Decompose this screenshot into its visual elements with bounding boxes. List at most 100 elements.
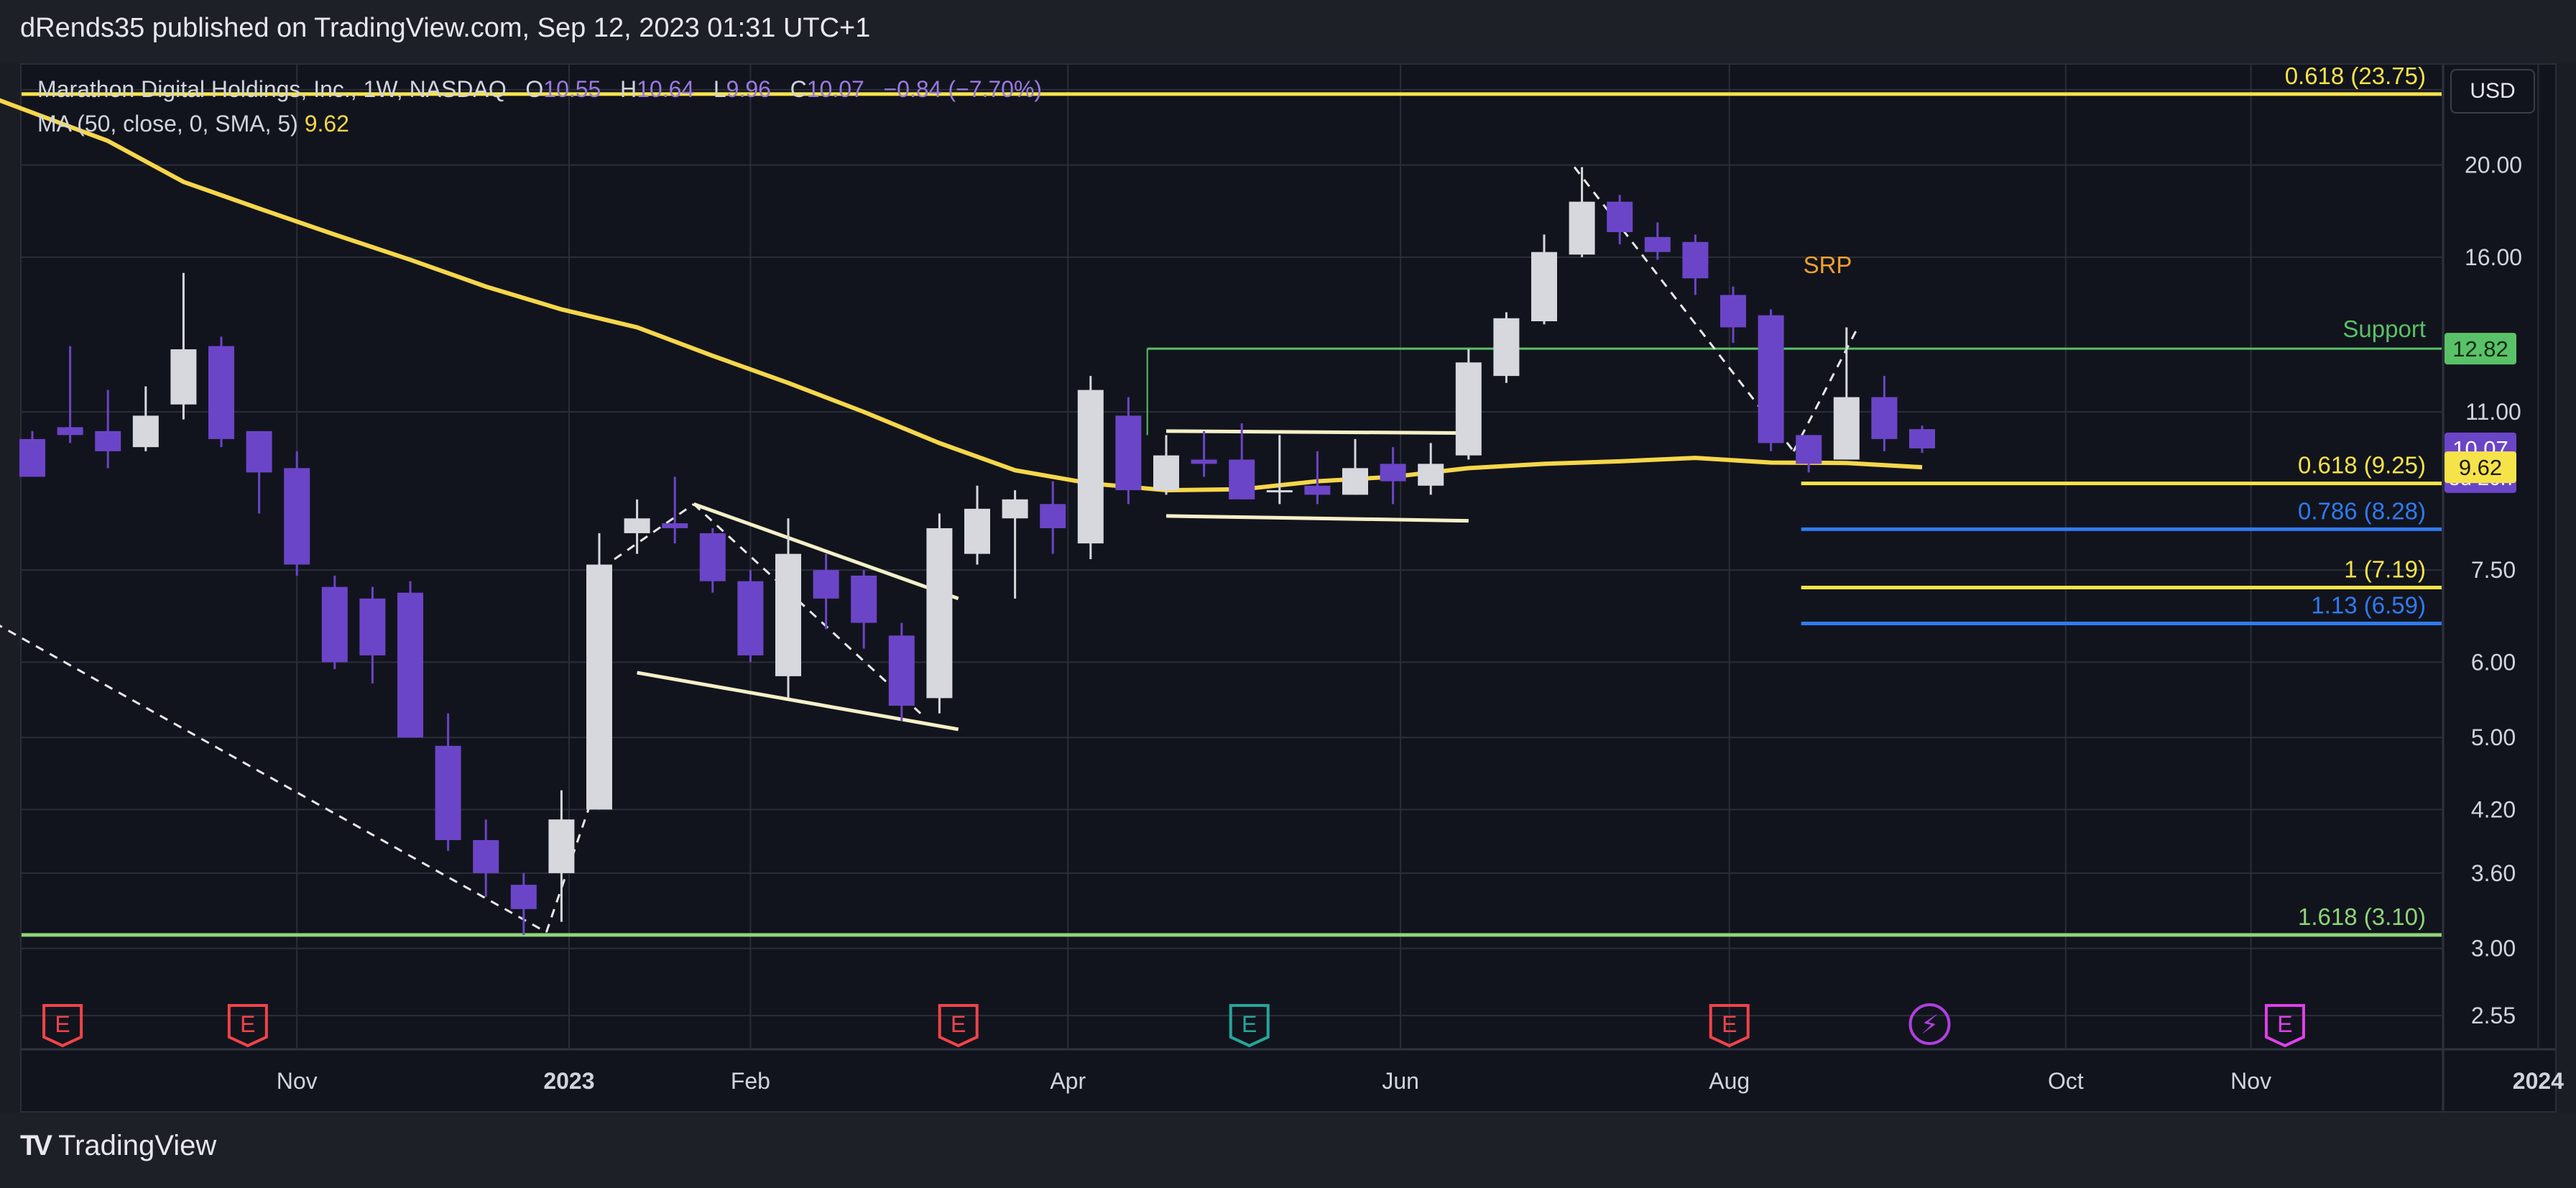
candle-body <box>1229 459 1255 499</box>
earnings-e-label: E <box>1722 1011 1737 1037</box>
candle-body <box>473 839 499 873</box>
y-tick-label: 4.20 <box>2471 796 2516 822</box>
candle-body <box>284 468 310 565</box>
candle-body <box>548 819 575 873</box>
candle-body <box>851 575 877 623</box>
candle-body <box>321 586 348 663</box>
earnings-e-label: E <box>240 1011 255 1037</box>
candle-body <box>1682 241 1709 279</box>
published-text: dRends35 published on TradingView.com, S… <box>20 13 871 43</box>
candle-body <box>1342 468 1368 495</box>
trendline <box>693 502 959 601</box>
tradingview-logo-icon: TV <box>20 1130 52 1161</box>
x-tick-label: 2023 <box>543 1068 594 1094</box>
fib-level-label: 1 (7.19) <box>2344 556 2426 582</box>
candle-body <box>359 598 386 655</box>
open-label: O <box>525 76 544 102</box>
x-tick-label: Oct <box>2048 1068 2084 1094</box>
ma50-line <box>0 98 1923 493</box>
candle-body <box>624 518 650 533</box>
x-tick-label: Apr <box>1050 1068 1086 1094</box>
candle-body <box>208 346 234 439</box>
fib-level-label: 1.618 (3.10) <box>2298 903 2426 930</box>
change-value: −0.84 (−7.70%) <box>883 76 1043 102</box>
price-badge-value: 12.82 <box>2452 336 2508 362</box>
srp-label: SRP <box>1804 252 1852 278</box>
earnings-e-label: E <box>2277 1011 2292 1037</box>
candle-body <box>1077 390 1104 544</box>
candle-body <box>1644 236 1671 252</box>
y-tick-label: 16.00 <box>2465 244 2522 270</box>
candle-body <box>246 430 272 473</box>
top-bar: dRends35 published on TradingView.com, S… <box>0 0 2576 63</box>
candle-body <box>775 553 801 676</box>
tradingview-brand[interactable]: TV TradingView <box>20 1130 216 1162</box>
candle-body <box>95 430 121 451</box>
earnings-event-icon <box>227 1004 268 1048</box>
candle-body <box>1455 362 1482 456</box>
candle-body <box>1115 415 1142 491</box>
candle-body <box>586 564 612 810</box>
candle-body <box>435 745 461 840</box>
x-tick-label: Nov <box>2230 1068 2271 1094</box>
candle-body <box>170 349 197 405</box>
fib-level-label: 1.13 (6.59) <box>2311 592 2426 619</box>
candle-body <box>397 592 423 738</box>
fib-level-label: 0.618 (23.75) <box>2285 63 2426 89</box>
close-value: 10.07 <box>806 76 864 102</box>
candle-body <box>1607 201 1633 232</box>
candle-body <box>510 885 537 909</box>
candle-body <box>1380 464 1406 482</box>
open-value: 10.55 <box>543 76 601 102</box>
ma-value: 9.62 <box>304 111 349 137</box>
candle-body <box>926 528 953 699</box>
x-tick-label: Aug <box>1709 1068 1750 1094</box>
candle-body <box>1418 464 1444 486</box>
candle-body <box>1720 295 1746 328</box>
high-value: 10.64 <box>637 76 695 102</box>
symbol-name[interactable]: Marathon Digital Holdings, Inc., 1W, NAS… <box>37 76 507 102</box>
candle-body <box>1909 429 1935 448</box>
trendline <box>0 625 548 934</box>
trendline <box>637 671 959 732</box>
price-badge-value: 9.62 <box>2459 455 2502 480</box>
currency-button[interactable]: USD <box>2450 69 2535 114</box>
candle-body <box>19 438 45 477</box>
ma-legend[interactable]: MA (50, close, 0, SMA, 5) 9.62 <box>37 111 349 137</box>
trendline <box>693 503 922 714</box>
y-tick-label: 11.00 <box>2465 399 2521 425</box>
trendline <box>1165 429 1469 436</box>
fib-level-label: 0.786 (8.28) <box>2298 497 2426 524</box>
y-tick-label: 2.55 <box>2471 1003 2516 1028</box>
earnings-e-label: E <box>55 1011 70 1037</box>
earnings-event-icon <box>1229 1004 1270 1048</box>
bolt-icon: ⚡ <box>1921 1010 1939 1040</box>
trendline <box>614 503 695 561</box>
candle-body <box>813 570 839 599</box>
candle-body <box>737 581 764 655</box>
candle-body <box>964 508 990 554</box>
candle-body <box>1040 504 1066 528</box>
ma-label: MA (50, close, 0, SMA, 5) <box>37 111 298 137</box>
fib-level-label: 0.618 (9.25) <box>2298 452 2426 479</box>
low-value: 9.96 <box>726 76 771 102</box>
candle-body <box>1833 397 1860 460</box>
bottom-bar <box>0 1113 2576 1188</box>
high-label: H <box>620 76 637 102</box>
candle-body <box>699 533 726 581</box>
support-label: Support <box>2342 316 2426 342</box>
candle-body <box>1569 201 1595 255</box>
earnings-e-label: E <box>1242 1011 1257 1037</box>
y-tick-label: 3.00 <box>2471 936 2516 962</box>
symbol-legend: Marathon Digital Holdings, Inc., 1W, NAS… <box>37 76 1042 103</box>
dividend-event-icon <box>1908 1003 1951 1045</box>
candle-body <box>1758 315 1784 443</box>
low-label: L <box>713 76 726 102</box>
x-tick-label: Feb <box>731 1068 770 1094</box>
candle-body <box>1304 485 1331 495</box>
y-tick-label: 5.00 <box>2471 724 2516 750</box>
y-tick-label: 3.60 <box>2471 860 2516 886</box>
candle-body <box>888 635 915 706</box>
candle-body <box>57 427 83 436</box>
